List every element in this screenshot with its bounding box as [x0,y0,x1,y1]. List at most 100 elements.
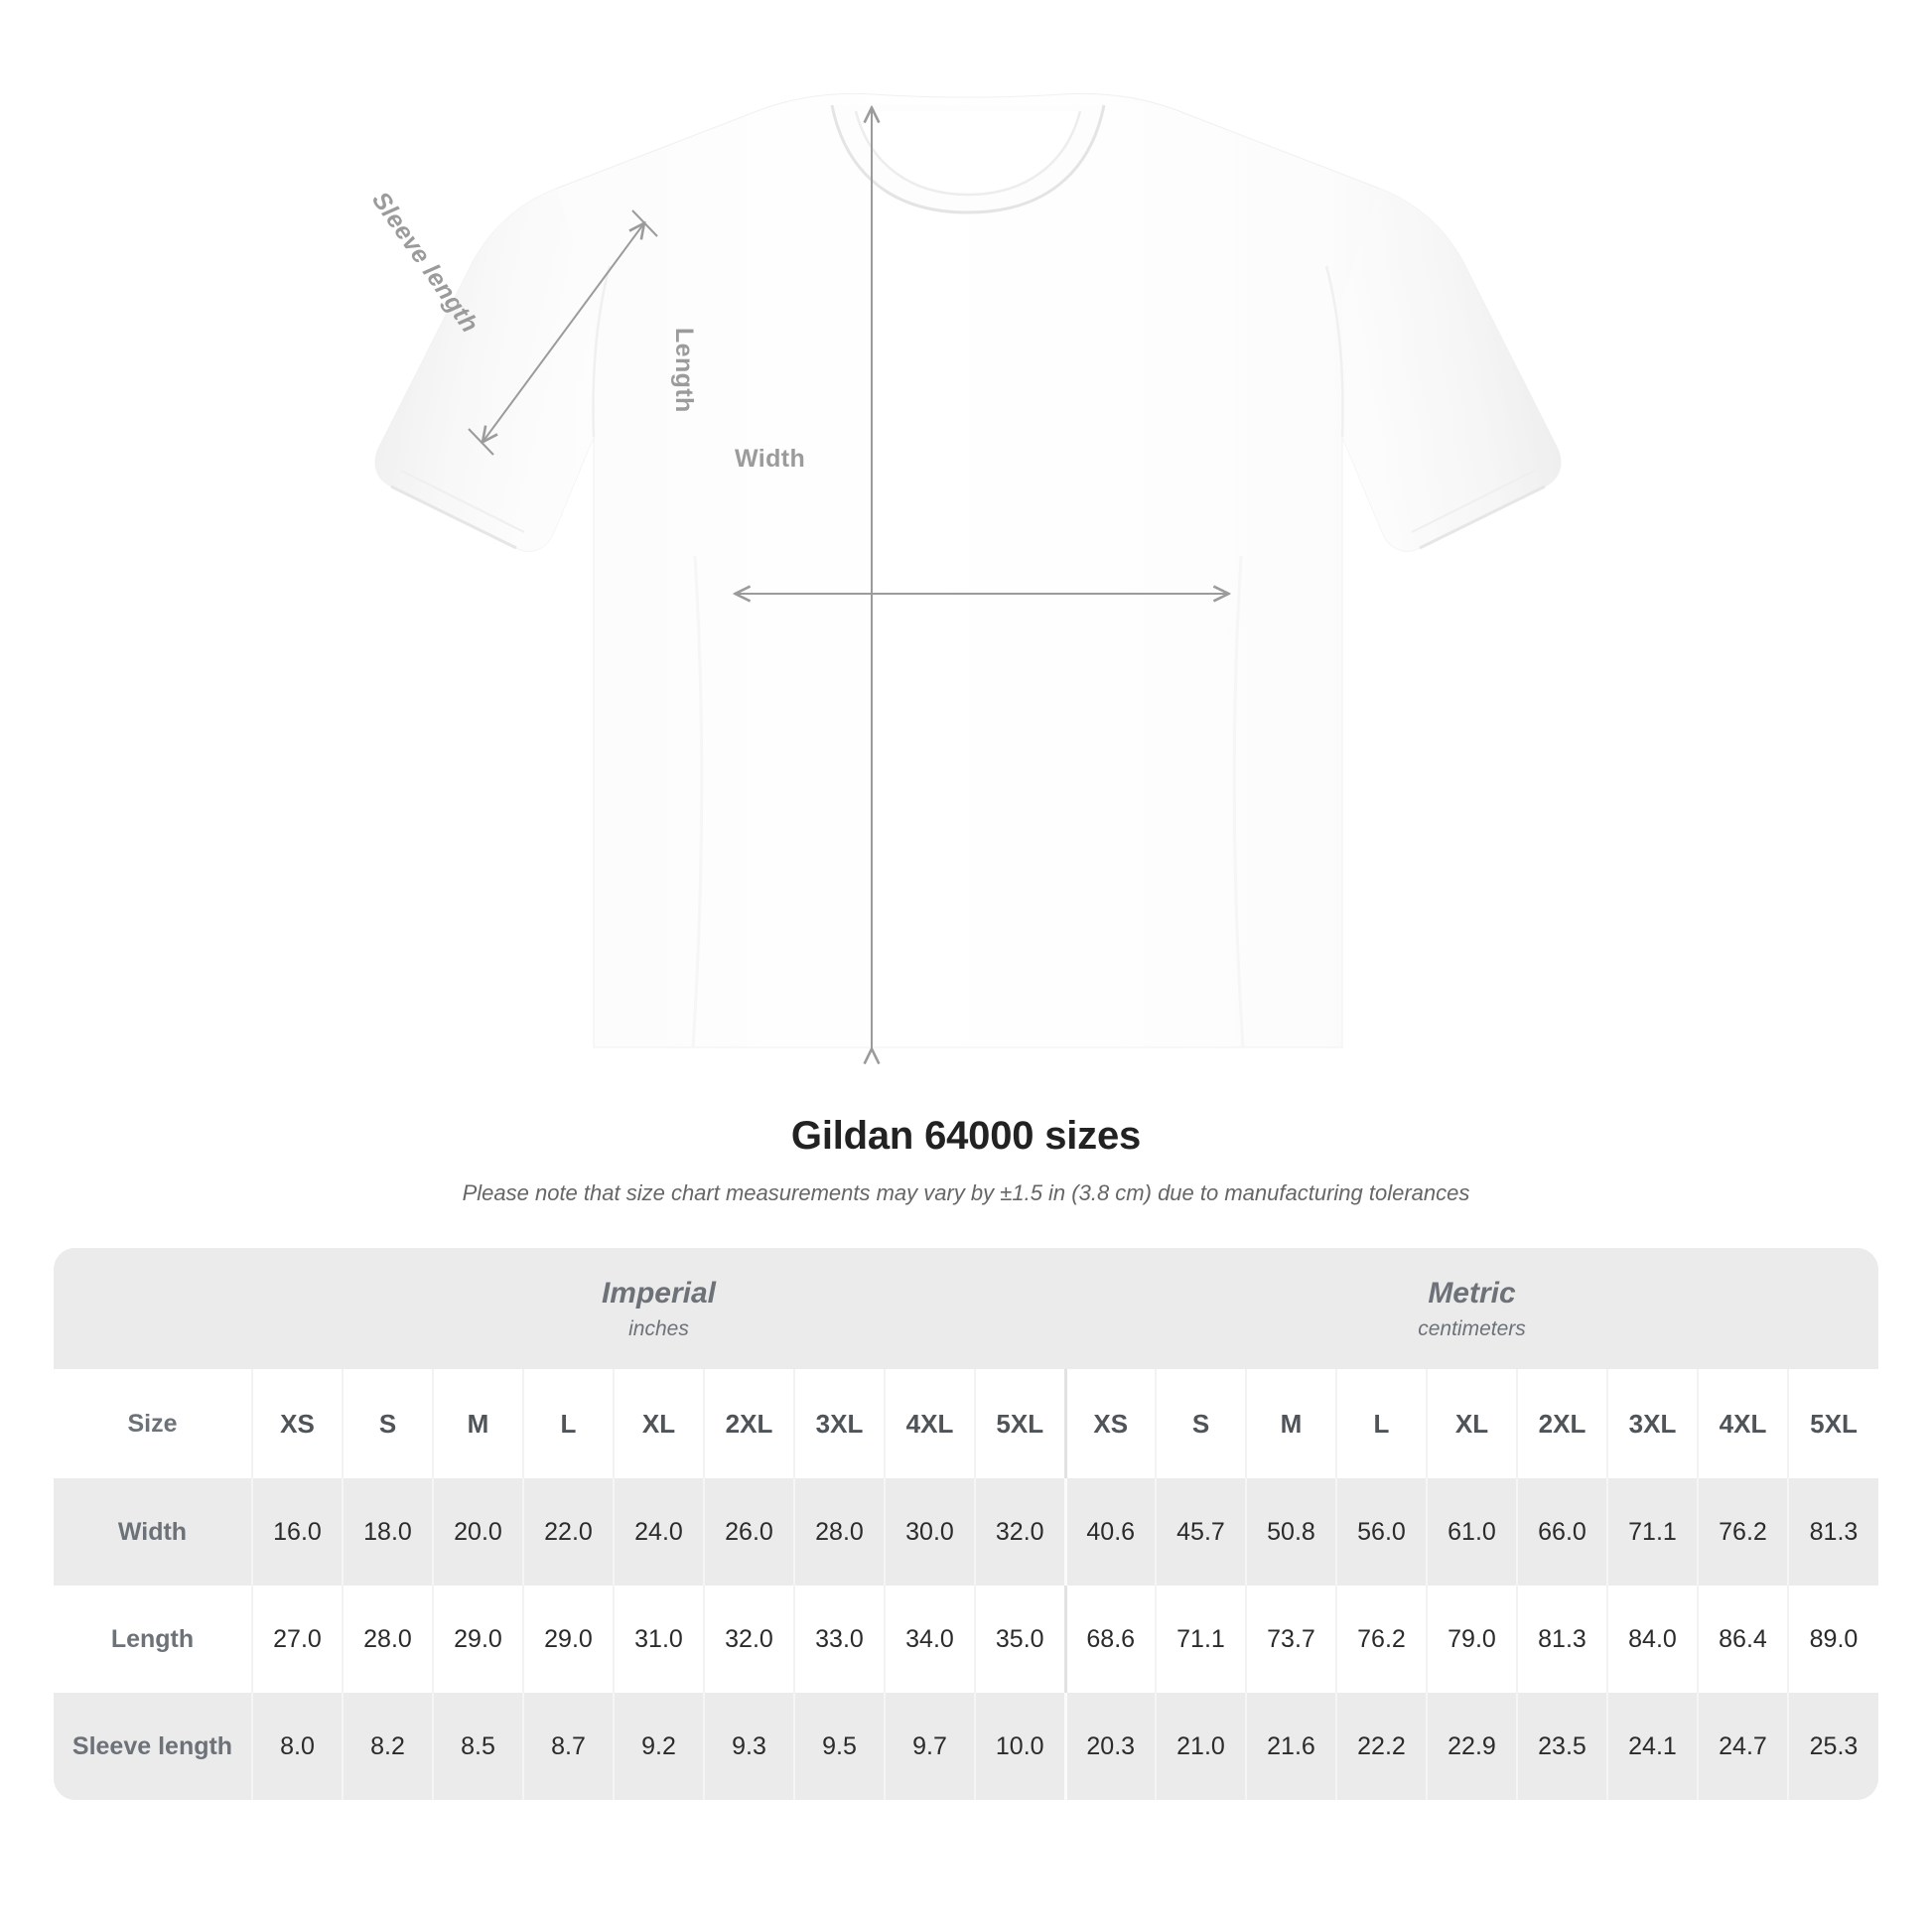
unit-banner-row: Imperial inches Metric centimeters [54,1248,1878,1369]
size-table-container: Imperial inches Metric centimeters Size … [54,1248,1878,1800]
unit-group-metric-sub: centimeters [1418,1316,1526,1340]
table-cell: 8.2 [342,1693,433,1800]
unit-banner-spacer [54,1248,252,1369]
size-header-row: Size XS S M L XL 2XL 3XL 4XL 5XL XS S M … [54,1369,1878,1478]
table-cell: 84.0 [1606,1586,1698,1693]
unit-group-imperial-name: Imperial [601,1276,717,1310]
table-cell: 22.9 [1426,1693,1517,1800]
table-cell: 73.7 [1245,1586,1336,1693]
table-cell: 66.0 [1516,1478,1607,1586]
unit-group-imperial: Imperial inches [252,1248,1065,1369]
tshirt-illustration [374,92,1562,1112]
table-cell: 81.3 [1787,1478,1878,1586]
table-cell: 71.1 [1155,1586,1246,1693]
table-cell: 68.6 [1063,1586,1156,1693]
table-cell: 35.0 [974,1586,1065,1693]
size-header-cell: L [522,1369,614,1478]
table-cell: 9.5 [793,1693,885,1800]
table-cell: 89.0 [1787,1586,1878,1693]
table-cell: 25.3 [1787,1693,1878,1800]
size-header-cell: 3XL [793,1369,885,1478]
table-cell: 50.8 [1245,1478,1336,1586]
size-header-cell: 2XL [703,1369,794,1478]
table-cell: 22.0 [522,1478,614,1586]
table-cell: 56.0 [1335,1478,1427,1586]
table-cell: 61.0 [1426,1478,1517,1586]
table-cell: 24.1 [1606,1693,1698,1800]
unit-group-metric: Metric centimeters [1065,1248,1878,1369]
width-label: Width [735,445,806,473]
table-cell: 28.0 [342,1586,433,1693]
unit-group-imperial-sub: inches [628,1316,689,1340]
table-cell: 9.3 [703,1693,794,1800]
size-header-cell: M [432,1369,523,1478]
size-header-cell: 2XL [1516,1369,1607,1478]
table-row: Width 16.0 18.0 20.0 22.0 24.0 26.0 28.0… [54,1478,1878,1586]
table-cell: 28.0 [793,1478,885,1586]
size-header-cell: XL [1426,1369,1517,1478]
size-header-cell: S [342,1369,433,1478]
size-header-label: Size [54,1369,252,1478]
table-cell: 76.2 [1335,1586,1427,1693]
table-cell: 30.0 [884,1478,975,1586]
size-header-cell: XL [613,1369,704,1478]
size-header-cell: 5XL [1787,1369,1878,1478]
size-table: Imperial inches Metric centimeters Size … [54,1248,1878,1800]
table-cell: 76.2 [1697,1478,1788,1586]
shirt-silhouette [374,92,1562,1048]
table-cell: 20.3 [1063,1693,1156,1800]
table-cell: 79.0 [1426,1586,1517,1693]
table-cell: 18.0 [342,1478,433,1586]
table-cell: 21.0 [1155,1693,1246,1800]
row-label-length: Length [54,1586,252,1693]
table-cell: 45.7 [1155,1478,1246,1586]
measurement-lines [468,109,1227,1050]
table-cell: 27.0 [251,1586,343,1693]
table-cell: 8.7 [522,1693,614,1800]
table-cell: 9.7 [884,1693,975,1800]
table-cell: 33.0 [793,1586,885,1693]
sleeve-measure-line [483,224,643,441]
size-header-cell: S [1155,1369,1246,1478]
size-header-cell: 3XL [1606,1369,1698,1478]
page-title: Gildan 64000 sizes [790,1114,1142,1158]
unit-group-metric-name: Metric [1428,1276,1516,1310]
table-cell: 24.7 [1697,1693,1788,1800]
table-cell: 86.4 [1697,1586,1788,1693]
table-cell: 81.3 [1516,1586,1607,1693]
table-cell: 32.0 [974,1478,1065,1586]
table-cell: 22.2 [1335,1693,1427,1800]
size-chart-heading: Gildan 64000 sizes Please note that size… [0,1114,1932,1206]
table-cell: 32.0 [703,1586,794,1693]
table-cell: 29.0 [432,1586,523,1693]
table-cell: 20.0 [432,1478,523,1586]
size-header-cell: M [1245,1369,1336,1478]
table-cell: 26.0 [703,1478,794,1586]
table-cell: 16.0 [251,1478,343,1586]
length-label: Length [670,328,698,413]
row-label-width: Width [54,1478,252,1586]
table-row: Sleeve length 8.0 8.2 8.5 8.7 9.2 9.3 9.… [54,1693,1878,1800]
size-header-cell: XS [251,1369,343,1478]
table-cell: 24.0 [613,1478,704,1586]
table-cell: 40.6 [1063,1478,1156,1586]
size-header-cell: L [1335,1369,1427,1478]
size-header-cell: 4XL [1697,1369,1788,1478]
table-cell: 8.0 [251,1693,343,1800]
table-cell: 23.5 [1516,1693,1607,1800]
table-cell: 29.0 [522,1586,614,1693]
table-cell: 71.1 [1606,1478,1698,1586]
table-cell: 10.0 [974,1693,1065,1800]
row-label-sleeve-length: Sleeve length [54,1693,252,1800]
table-cell: 8.5 [432,1693,523,1800]
table-row: Length 27.0 28.0 29.0 29.0 31.0 32.0 33.… [54,1586,1878,1693]
size-header-cell: XS [1063,1369,1156,1478]
tolerance-note: Please note that size chart measurements… [462,1180,1470,1205]
table-cell: 34.0 [884,1586,975,1693]
tshirt-diagram: Sleeve length Length Width [366,92,1562,1112]
size-header-cell: 4XL [884,1369,975,1478]
table-cell: 31.0 [613,1586,704,1693]
table-cell: 9.2 [613,1693,704,1800]
size-header-cell: 5XL [974,1369,1065,1478]
table-cell: 21.6 [1245,1693,1336,1800]
